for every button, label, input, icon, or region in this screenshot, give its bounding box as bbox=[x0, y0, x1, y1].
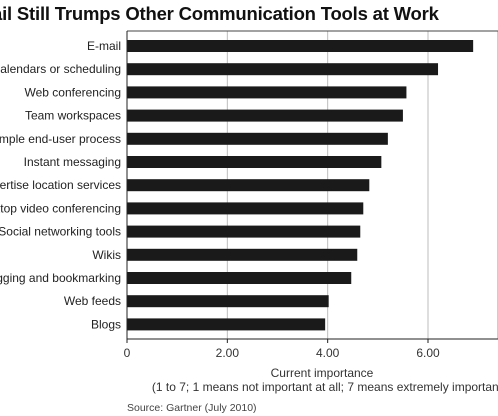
category-label-1: calendars or scheduling bbox=[0, 62, 121, 76]
category-label-10: gging and bookmarking bbox=[0, 271, 121, 285]
bar-4 bbox=[127, 132, 388, 145]
bar-10 bbox=[127, 272, 352, 284]
category-label-6: pertise location services bbox=[0, 178, 121, 192]
category-label-9: Wikis bbox=[92, 248, 121, 262]
x-tick-label-1: 2.00 bbox=[216, 346, 240, 360]
category-label-11: Web feeds bbox=[64, 294, 121, 308]
bar-11 bbox=[127, 295, 329, 308]
bar-12 bbox=[127, 318, 326, 331]
bar-2 bbox=[127, 86, 407, 99]
bar-9 bbox=[127, 248, 358, 261]
chart-title: ail Still Trumps Other Communication Too… bbox=[0, 3, 439, 24]
category-label-4: Simple end-user process bbox=[0, 132, 121, 146]
category-label-8: Social networking tools bbox=[0, 225, 121, 239]
bar-5 bbox=[127, 156, 382, 168]
bar-3 bbox=[127, 109, 403, 122]
x-tick-label-3: 6.00 bbox=[416, 346, 440, 360]
bar-6 bbox=[127, 179, 370, 192]
bar-1 bbox=[127, 63, 439, 76]
x-axis-subtitle: (1 to 7; 1 means not important at all; 7… bbox=[152, 380, 498, 394]
x-tick-label-0: 0 bbox=[124, 346, 131, 360]
bar-7 bbox=[127, 202, 364, 215]
category-label-12: Blogs bbox=[91, 317, 121, 331]
category-label-3: Team workspaces bbox=[25, 109, 121, 123]
x-axis-title: Current importance bbox=[271, 366, 374, 380]
source-note: Source: Gartner (July 2010) bbox=[127, 402, 257, 414]
category-label-2: Web conferencing bbox=[24, 85, 121, 99]
bar-8 bbox=[127, 225, 361, 238]
category-label-0: E-mail bbox=[87, 39, 121, 53]
category-label-5: Instant messaging bbox=[24, 155, 121, 169]
bar-0 bbox=[127, 40, 474, 52]
x-tick-label-2: 4.00 bbox=[316, 346, 340, 360]
category-label-7: ktop video conferencing bbox=[0, 201, 121, 215]
